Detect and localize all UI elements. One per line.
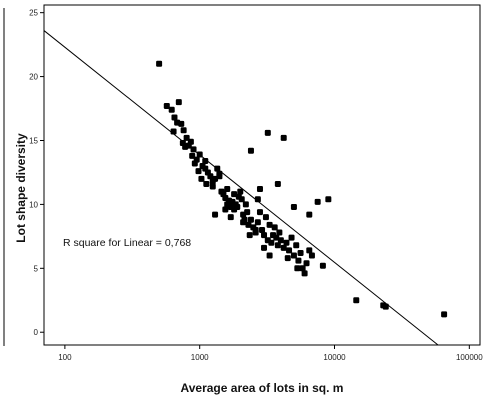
data-point [182,143,189,150]
data-point [297,249,304,256]
data-point [268,239,275,246]
data-point [244,209,251,216]
data-point [271,224,278,231]
data-point [252,226,259,233]
data-point [303,260,310,267]
y-tick-label: 5 [34,264,39,273]
x-tick-label: 100 [58,353,72,362]
data-point [256,209,263,216]
data-point [254,219,261,226]
data-point [189,152,196,159]
data-point [202,157,209,164]
data-point [276,229,283,236]
data-point [314,198,321,205]
data-point [237,188,244,195]
data-point [242,201,249,208]
data-point [306,247,313,254]
data-point [245,221,252,228]
data-point [227,214,234,221]
r-square-annotation: R square for Linear = 0,768 [63,237,191,249]
data-point [301,270,308,277]
data-point [256,186,263,193]
data-point [247,216,254,223]
data-point [288,234,295,241]
data-point [286,247,293,254]
data-point [283,239,290,246]
data-point [178,120,185,127]
data-point [209,183,216,190]
data-point [163,102,170,109]
y-tick-label: 10 [29,200,38,209]
x-tick-label: 10000 [323,353,346,362]
data-point [441,311,448,318]
linear-fit-line [43,30,439,346]
y-axis-title: Lot shape diversity [14,133,28,243]
x-axis-title: Average area of lots in sq. m [181,381,344,395]
data-point [156,60,163,67]
data-point [280,134,287,141]
data-point [262,214,269,221]
data-point [191,160,198,167]
x-axis: 100 1000 10000 100000 [58,345,483,362]
data-point [207,173,214,180]
data-point [187,138,194,145]
x-tick-label: 100000 [456,353,483,362]
data-point [266,252,273,259]
data-point [247,147,254,154]
y-tick-label: 20 [29,73,38,82]
data-point [290,252,297,259]
data-point [274,180,281,187]
data-point [308,252,315,259]
data-point [273,234,280,241]
data-point [203,180,210,187]
data-point [246,232,253,239]
data-point [231,191,238,198]
x-tick-label: 1000 [191,353,209,362]
data-point [293,242,300,249]
data-point [261,232,268,239]
y-tick-label: 0 [34,328,39,337]
data-point [290,203,297,210]
data-point [294,265,301,272]
data-point [168,106,175,113]
data-point [299,265,306,272]
data-point [171,114,178,121]
data-point [382,303,389,310]
data-point [264,129,271,136]
data-point [277,237,284,244]
data-point [198,175,205,182]
data-point [319,262,326,269]
data-point [238,196,245,203]
data-point [280,244,287,251]
data-point [274,242,281,249]
y-axis: 0 5 10 15 20 25 [29,9,44,337]
y-tick-label: 25 [29,9,38,18]
data-point [306,211,313,218]
data-point [261,244,268,251]
data-point [175,99,182,106]
data-point [259,226,266,233]
data-point [325,196,332,203]
data-point [195,168,202,175]
data-point [266,221,273,228]
plot-frame [43,4,481,346]
data-point [240,219,247,226]
scatter-points [156,60,448,318]
y-tick-label: 15 [29,136,38,145]
data-point [284,255,291,262]
data-point [180,127,187,134]
data-point [224,186,231,193]
data-point [295,257,302,264]
data-point [234,203,241,210]
data-point [353,297,360,304]
data-point [254,196,261,203]
data-point [222,206,229,213]
data-point [212,211,219,218]
